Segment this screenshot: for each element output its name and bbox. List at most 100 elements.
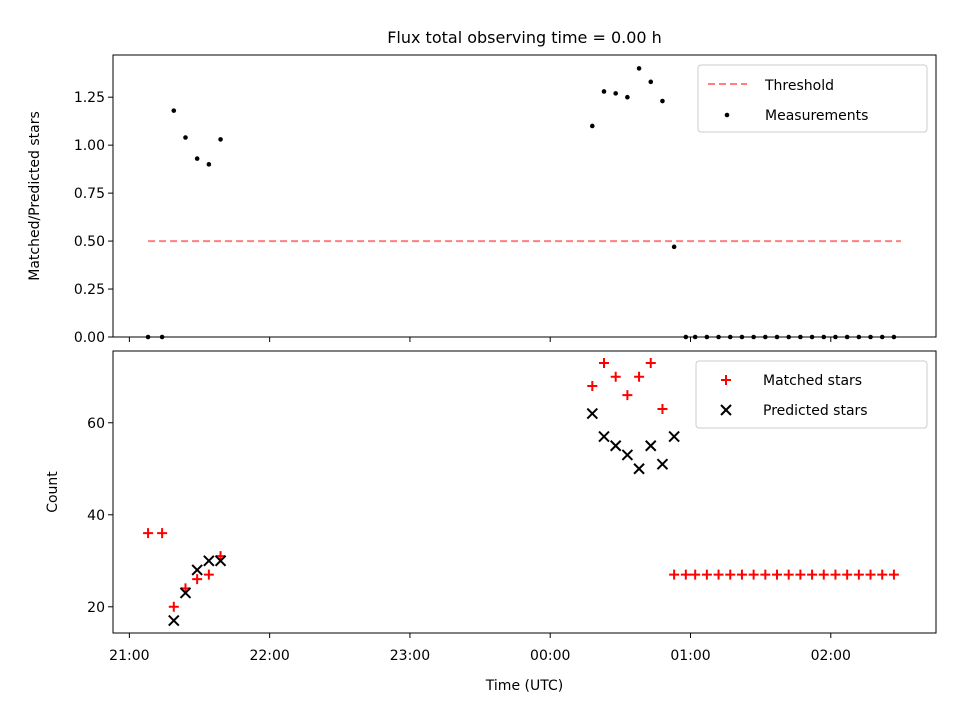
matched-stars-point: [877, 569, 888, 580]
measurements-point: [821, 334, 827, 340]
matched-stars-point: [701, 569, 712, 580]
top-legend-box: [697, 64, 928, 133]
bottom-y-ticks: 20 40 60: [87, 416, 113, 616]
measurements-point: [809, 334, 815, 340]
predicted-stars-point: [214, 555, 227, 567]
matched-stars-point: [760, 569, 771, 580]
top-y-ticks: 0.00 0.25 0.50 0.75 1.00 1.25: [74, 90, 113, 346]
matched-stars-point: [736, 569, 747, 580]
predicted-stars-point: [168, 614, 180, 627]
bottom-panel: 20 40 60 21:00 22:00 23:00 00:00 01:00 02:00 Co…: [45, 350, 937, 694]
measurements-point: [763, 334, 768, 340]
measurements-point: [171, 108, 177, 113]
measurements-point: [194, 156, 200, 161]
measurements-point: [613, 91, 618, 96]
measurements-point: [683, 334, 689, 340]
legend-matched-label: Matched stars: [763, 373, 862, 389]
matched-stars-point: [610, 371, 621, 382]
measurements-point: [751, 334, 756, 340]
bottom-legend: Matched stars Predicted stars: [695, 360, 928, 429]
predicted-stars-point: [586, 407, 599, 420]
legend-measurements-label: Measurements: [765, 108, 868, 124]
measurements-point: [601, 89, 607, 94]
matched-stars-point: [888, 569, 899, 580]
bottom-x-ticks: 21:00 22:00 23:00 00:00 01:00 02:00: [109, 633, 851, 664]
predicted-stars-point: [633, 463, 645, 475]
matched-stars-point: [783, 569, 794, 580]
matched-stars-point: [853, 569, 864, 580]
predicted-stars-point: [179, 587, 192, 599]
matched-stars-point: [680, 569, 691, 580]
measurements-point: [868, 334, 873, 340]
matched-stars-point: [842, 569, 853, 580]
matched-stars-point: [634, 371, 645, 382]
measurements-point: [692, 334, 698, 340]
top-plot-area: [112, 54, 937, 338]
legend-predicted-label: Predicted stars: [763, 403, 868, 419]
measurements-point: [183, 135, 188, 140]
top-marks: [145, 66, 901, 340]
matched-stars-point: [690, 569, 701, 580]
legend-matched-swatch: [721, 375, 731, 385]
matched-stars-point: [818, 569, 829, 580]
bottom-y-tick-label: 40: [87, 508, 105, 524]
legend-threshold-label: Threshold: [764, 78, 834, 94]
measurements-point: [671, 244, 677, 250]
top-y-tick-label: 0.00: [74, 330, 105, 346]
top-y-tick-label: 1.00: [74, 138, 105, 154]
matched-stars-point: [168, 601, 179, 612]
chart-title: Flux total observing time = 0.00 h: [387, 28, 662, 47]
measurements-point: [145, 334, 151, 340]
matched-stars-point: [713, 569, 724, 580]
x-tick-label: 01:00: [670, 648, 710, 664]
x-tick-label: 02:00: [811, 648, 851, 664]
bottom-legend-box: [695, 360, 928, 429]
predicted-stars-point: [656, 458, 669, 470]
matched-stars-point: [657, 403, 668, 414]
matched-stars-point: [725, 569, 736, 580]
predicted-stars-point: [203, 555, 215, 567]
matched-stars-point: [748, 569, 759, 580]
legend-measurements-swatch: [724, 112, 730, 118]
measurements-point: [833, 334, 838, 340]
bottom-y-axis-label: Count: [45, 471, 61, 513]
matched-stars-point: [203, 569, 214, 580]
matched-stars-point: [865, 569, 876, 580]
measurements-point: [206, 162, 212, 167]
matched-stars-point: [598, 357, 609, 368]
measurements-point: [716, 334, 721, 340]
matched-stars-point: [143, 528, 154, 539]
legend-predicted-swatch: [720, 404, 732, 416]
top-x-ticks: [128, 337, 832, 342]
measurements-point: [879, 334, 885, 340]
x-tick-label: 00:00: [530, 648, 570, 664]
measurements-point: [625, 94, 630, 100]
predicted-stars-point: [621, 449, 634, 461]
matched-stars-point: [807, 569, 818, 580]
matched-stars-point: [622, 390, 633, 401]
measurements-point: [774, 334, 780, 340]
matched-stars-point: [645, 357, 656, 368]
top-y-tick-label: 1.25: [74, 90, 105, 106]
measurements-point: [856, 334, 862, 340]
top-y-axis-label: Matched/Predicted stars: [27, 111, 43, 281]
measurements-point: [590, 123, 595, 129]
top-y-tick-label: 0.25: [74, 282, 105, 298]
top-y-tick-label: 0.50: [74, 234, 105, 250]
bottom-y-tick-label: 60: [87, 416, 105, 432]
matched-stars-point: [830, 569, 841, 580]
bottom-marks: [143, 357, 899, 627]
predicted-stars-point: [609, 440, 622, 452]
x-tick-label: 22:00: [249, 648, 289, 664]
predicted-stars-point: [191, 564, 203, 576]
measurements-point: [891, 334, 897, 340]
matched-stars-point: [795, 569, 806, 580]
predicted-stars-point: [645, 440, 657, 452]
measurements-point: [159, 334, 165, 340]
measurements-point: [648, 79, 654, 85]
top-y-tick-label: 0.75: [74, 186, 105, 202]
top-legend: Threshold Measurements: [697, 64, 928, 133]
measurements-point: [727, 334, 733, 340]
matched-stars-point: [587, 380, 598, 391]
